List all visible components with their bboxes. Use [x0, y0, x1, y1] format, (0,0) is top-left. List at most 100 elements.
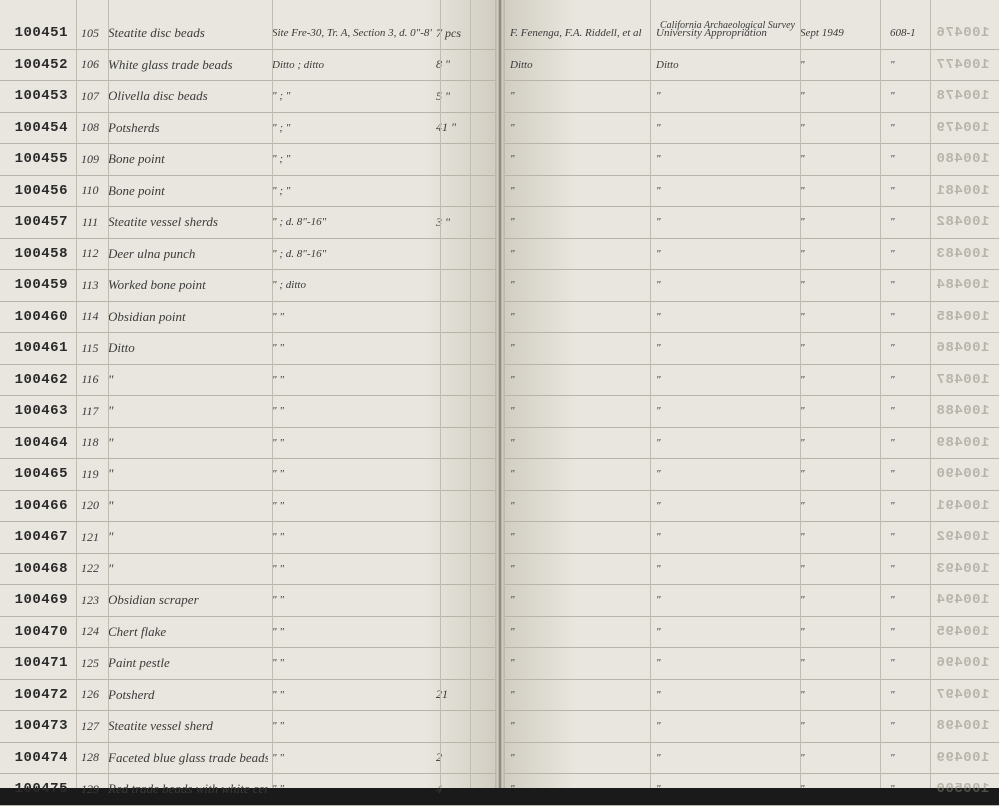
date-ditto: " [796, 342, 890, 354]
date-ditto: " [796, 216, 890, 228]
code-ditto: " [890, 405, 940, 417]
catalog-id: 100453 [0, 88, 76, 104]
sequence-number: 123 [76, 593, 104, 608]
code-ditto: " [890, 374, 940, 386]
item-location: " " [268, 437, 432, 449]
code-ditto: " [890, 720, 940, 732]
sequence-number: 117 [76, 404, 104, 419]
item-description: Steatite vessel sherds [104, 214, 268, 230]
code-ditto: " [890, 626, 940, 638]
ledger-row: 100454108Potsherds" ; "41 " [0, 113, 500, 145]
ledger-book: 100451105Steatite disc beadsSite Fre-30,… [0, 0, 999, 788]
ledger-row-right: """"100485 [500, 302, 999, 334]
sequence-number: 116 [76, 372, 104, 387]
collector: " [500, 563, 650, 575]
ledger-row-right: """"100495 [500, 617, 999, 649]
ledger-row: 100463117"" " [0, 396, 500, 428]
ledger-row: 100466120"" " [0, 491, 500, 523]
catalog-id: 100473 [0, 718, 76, 734]
appropriation-ditto: " [650, 216, 796, 228]
ledger-row: 100456110Bone point" ; " [0, 176, 500, 208]
appropriation-ditto: " [650, 342, 796, 354]
bleed-through-id: 100499 [936, 750, 989, 766]
collector: " [500, 783, 650, 795]
catalog-id: 100474 [0, 750, 76, 766]
sequence-number: 126 [76, 687, 104, 702]
code-ditto: " [890, 689, 940, 701]
appropriation-ditto: " [650, 468, 796, 480]
sequence-number: 106 [76, 57, 104, 72]
item-location: " ; " [268, 90, 432, 102]
bleed-through-id: 100496 [936, 655, 989, 671]
appropriation-ditto: " [650, 405, 796, 417]
bleed-through-id: 100490 [936, 466, 989, 482]
ledger-row: 100467121"" " [0, 522, 500, 554]
bleed-through-id: 100492 [936, 529, 989, 545]
collector: " [500, 248, 650, 260]
date-ditto: " [796, 90, 890, 102]
bleed-through-id: 100488 [936, 403, 989, 419]
sequence-number: 111 [76, 215, 104, 230]
ledger-row-right: """"100491 [500, 491, 999, 523]
code-ditto: " [890, 153, 940, 165]
ledger-row-right: """"100496 [500, 648, 999, 680]
catalog-id: 100454 [0, 120, 76, 136]
ledger-right: F. Fenenga, F.A. Riddell, et alUniversit… [500, 18, 999, 806]
bleed-through-id: 100479 [936, 120, 989, 136]
date-ditto: " [796, 500, 890, 512]
code-ditto: " [890, 563, 940, 575]
code-ditto: " [890, 468, 940, 480]
ledger-row-right: """"100483 [500, 239, 999, 271]
item-location: " ; " [268, 153, 432, 165]
item-description: " [104, 498, 268, 514]
ledger-row: 100473127Steatite vessel sherd" " [0, 711, 500, 743]
catalog-id: 100463 [0, 403, 76, 419]
date-ditto: " [796, 122, 890, 134]
code-ditto: " [890, 752, 940, 764]
collector: " [500, 720, 650, 732]
bleed-through-id: 100493 [936, 561, 989, 577]
ledger-row: 100472126Potsherd" "21 [0, 680, 500, 712]
ledger-row-right: """"100489 [500, 428, 999, 460]
item-location: " " [268, 563, 432, 575]
bleed-through-id: 100495 [936, 624, 989, 640]
code: 608-1 [890, 27, 940, 39]
ledger-row-right: """"100498 [500, 711, 999, 743]
ledger-row: 100464118"" " [0, 428, 500, 460]
book-spine [495, 0, 505, 788]
item-location: " ; d. 8"-16" [268, 248, 432, 260]
bleed-through-id: 100478 [936, 88, 989, 104]
item-location: " " [268, 405, 432, 417]
item-description: Steatite disc beads [104, 25, 268, 41]
catalog-id: 100475 [0, 781, 76, 797]
appropriation-ditto: " [650, 594, 796, 606]
collector: " [500, 90, 650, 102]
ledger-row-right: """"100487 [500, 365, 999, 397]
bleed-through-id: 100485 [936, 309, 989, 325]
sequence-number: 110 [76, 183, 104, 198]
item-description: Steatite vessel sherd [104, 718, 268, 734]
item-location: " " [268, 783, 432, 795]
appropriation-ditto: " [650, 437, 796, 449]
ledger-row-right: """"100499 [500, 743, 999, 775]
item-description: " [104, 435, 268, 451]
bleed-through-id: 100487 [936, 372, 989, 388]
page-left: 100451105Steatite disc beadsSite Fre-30,… [0, 0, 500, 788]
code-ditto: " [890, 500, 940, 512]
sequence-number: 109 [76, 152, 104, 167]
item-description: Bone point [104, 183, 268, 199]
item-description: Worked bone point [104, 277, 268, 293]
collector: " [500, 311, 650, 323]
date-ditto: " [796, 783, 890, 795]
code-ditto: " [890, 783, 940, 795]
catalog-id: 100466 [0, 498, 76, 514]
item-description: Potsherds [104, 120, 268, 136]
ledger-row: 100451105Steatite disc beadsSite Fre-30,… [0, 18, 500, 50]
catalog-id: 100460 [0, 309, 76, 325]
date-ditto: " [796, 468, 890, 480]
appropriation-ditto: " [650, 248, 796, 260]
date-ditto: " [796, 185, 890, 197]
item-location: Ditto ; ditto [268, 59, 432, 71]
item-description: White glass trade beads [104, 57, 268, 73]
appropriation-ditto: " [650, 90, 796, 102]
